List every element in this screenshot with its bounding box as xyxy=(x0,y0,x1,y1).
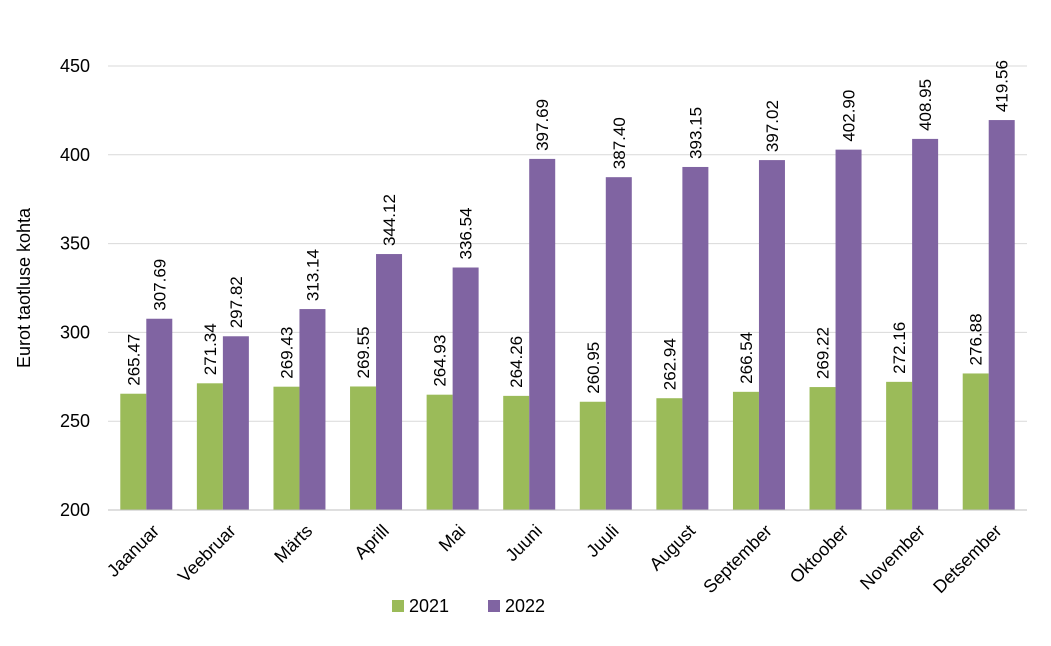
bar-2022-detsember xyxy=(988,120,1015,511)
legend-label: 2021 xyxy=(409,596,449,616)
data-label: 271.34 xyxy=(201,323,220,375)
data-label: 313.14 xyxy=(303,249,322,301)
legend-swatch xyxy=(488,600,500,612)
bar-2021-veebruar xyxy=(196,383,223,510)
data-labels: 265.47 307.69 271.34 297.82 269.43 313.14 269.… xyxy=(124,60,1011,394)
bar-2022-mai xyxy=(452,267,479,510)
data-label: 264.26 xyxy=(507,336,526,388)
bar-2022-aprill xyxy=(376,254,403,510)
data-label: 419.56 xyxy=(993,60,1012,112)
data-label: 393.15 xyxy=(686,107,705,159)
y-tick-label: 300 xyxy=(60,322,90,342)
x-tick-label: September xyxy=(699,521,775,597)
y-axis: 200 250 300 350 400 450 xyxy=(60,56,90,520)
bar-2022-märts xyxy=(299,309,326,510)
legend-swatch xyxy=(392,600,404,612)
data-label: 397.69 xyxy=(533,99,552,151)
x-tick-label: Juuli xyxy=(582,521,622,561)
legend: 2021 2022 xyxy=(392,596,545,616)
y-tick-label: 350 xyxy=(60,234,90,254)
x-tick-label: Aprill xyxy=(350,521,392,563)
bar-2022-august xyxy=(682,166,709,510)
bar-2021-august xyxy=(656,398,683,510)
x-axis: Jaanuar Veebruar Märts Aprill Mai Juuni Juuli A… xyxy=(103,509,1027,597)
bar-2021-märts xyxy=(273,386,300,510)
y-tick-label: 450 xyxy=(60,56,90,76)
data-label: 269.43 xyxy=(277,327,296,379)
bar-2022-jaanuar xyxy=(146,318,173,510)
data-label: 260.95 xyxy=(584,342,603,394)
data-label: 307.69 xyxy=(150,259,169,311)
legend-label: 2022 xyxy=(505,596,545,616)
data-label: 264.93 xyxy=(431,335,450,387)
y-tick-label: 200 xyxy=(60,500,90,520)
bar-2022-november xyxy=(912,138,939,511)
bar-2022-oktoober xyxy=(835,149,862,510)
data-label: 397.02 xyxy=(763,100,782,152)
x-tick-label: Mai xyxy=(435,521,470,556)
bar-2022-veebruar xyxy=(222,336,249,510)
bar-2021-juuli xyxy=(579,401,606,510)
data-label: 269.22 xyxy=(814,327,833,379)
bar-2021-mai xyxy=(426,394,453,510)
x-tick-label: Märts xyxy=(270,521,316,567)
bar-2021-oktoober xyxy=(809,387,836,510)
data-label: 297.82 xyxy=(227,276,246,328)
data-label: 272.16 xyxy=(890,322,909,374)
data-label: 265.47 xyxy=(124,334,143,386)
x-tick-label: August xyxy=(645,521,699,575)
bar-2022-juuli xyxy=(605,177,632,510)
bar-2021-juuni xyxy=(503,395,530,510)
x-tick-label: Oktoober xyxy=(786,521,853,588)
data-label: 266.54 xyxy=(737,332,756,384)
bar-2021-jaanuar xyxy=(120,393,147,510)
data-label: 269.55 xyxy=(354,326,373,378)
x-tick-label: November xyxy=(856,521,929,594)
y-tick-label: 250 xyxy=(60,411,90,431)
x-tick-label: Jaanuar xyxy=(103,521,163,581)
x-tick-label: Juuni xyxy=(501,521,546,566)
bar-2021-september xyxy=(732,391,759,510)
x-tick-label: Veebruar xyxy=(174,521,240,587)
data-label: 262.94 xyxy=(660,338,679,390)
data-label: 408.95 xyxy=(916,79,935,131)
data-label: 387.40 xyxy=(610,117,629,169)
y-axis-title: Eurot taotluse kohta xyxy=(14,207,34,368)
bar-2021-detsember xyxy=(962,373,989,510)
x-tick-label: Detsember xyxy=(929,521,1005,597)
bar-2022-juuni xyxy=(529,158,556,510)
bar-2022-september xyxy=(758,160,785,511)
bars xyxy=(120,120,1015,511)
data-label: 344.12 xyxy=(380,194,399,246)
data-label: 336.54 xyxy=(457,208,476,260)
data-label: 402.90 xyxy=(840,90,859,142)
data-label: 276.88 xyxy=(967,313,986,365)
bar-2021-aprill xyxy=(350,386,377,510)
bar-2021-november xyxy=(886,381,913,510)
y-tick-label: 400 xyxy=(60,145,90,165)
